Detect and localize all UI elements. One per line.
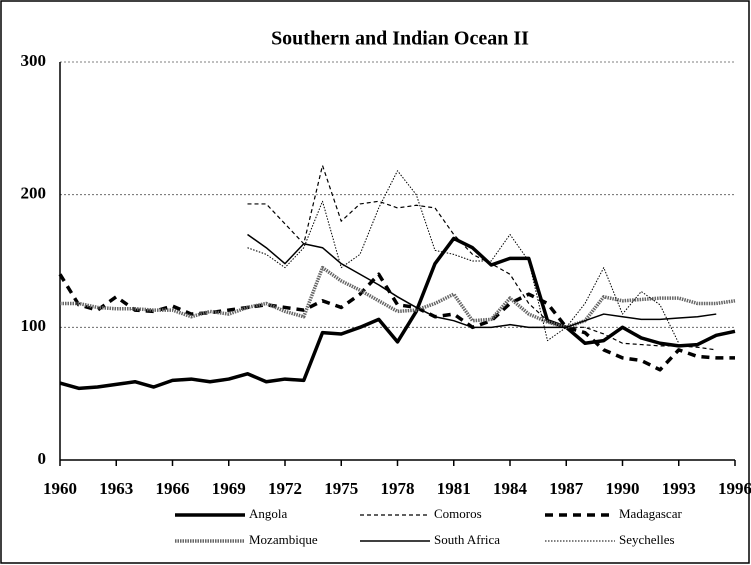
legend-label: Angola xyxy=(249,506,288,521)
x-tick-label: 1987 xyxy=(549,479,584,498)
legend-label: South Africa xyxy=(434,532,500,547)
y-tick-label: 0 xyxy=(38,449,47,468)
x-tick-label: 1966 xyxy=(156,479,190,498)
y-tick-label: 300 xyxy=(21,51,47,70)
series-line xyxy=(247,170,680,344)
x-tick-label: 1969 xyxy=(212,479,246,498)
legend-label: Mozambique xyxy=(249,532,318,547)
series-line xyxy=(60,265,736,330)
series-line xyxy=(58,272,735,372)
x-tick-label: 1963 xyxy=(99,479,133,498)
x-tick-label: 1972 xyxy=(268,479,302,498)
x-tick-label: 1984 xyxy=(493,479,528,498)
series-line xyxy=(59,236,736,391)
x-tick-label: 1993 xyxy=(662,479,696,498)
legend-label: Seychelles xyxy=(619,532,675,547)
x-tick-label: 1975 xyxy=(324,479,358,498)
x-tick-label: 1996 xyxy=(718,479,751,498)
y-tick-label: 200 xyxy=(21,184,47,203)
x-tick-label: 1978 xyxy=(381,479,415,498)
x-tick-label: 1960 xyxy=(43,479,77,498)
y-tick-label: 100 xyxy=(21,316,47,335)
x-tick-label: 1990 xyxy=(606,479,640,498)
series-line xyxy=(247,233,717,329)
series-line xyxy=(247,164,717,351)
legend-label: Madagascar xyxy=(619,506,682,521)
legend-label: Comoros xyxy=(434,506,482,521)
chart-title: Southern and Indian Ocean II xyxy=(271,28,529,50)
x-tick-label: 1981 xyxy=(437,479,471,498)
